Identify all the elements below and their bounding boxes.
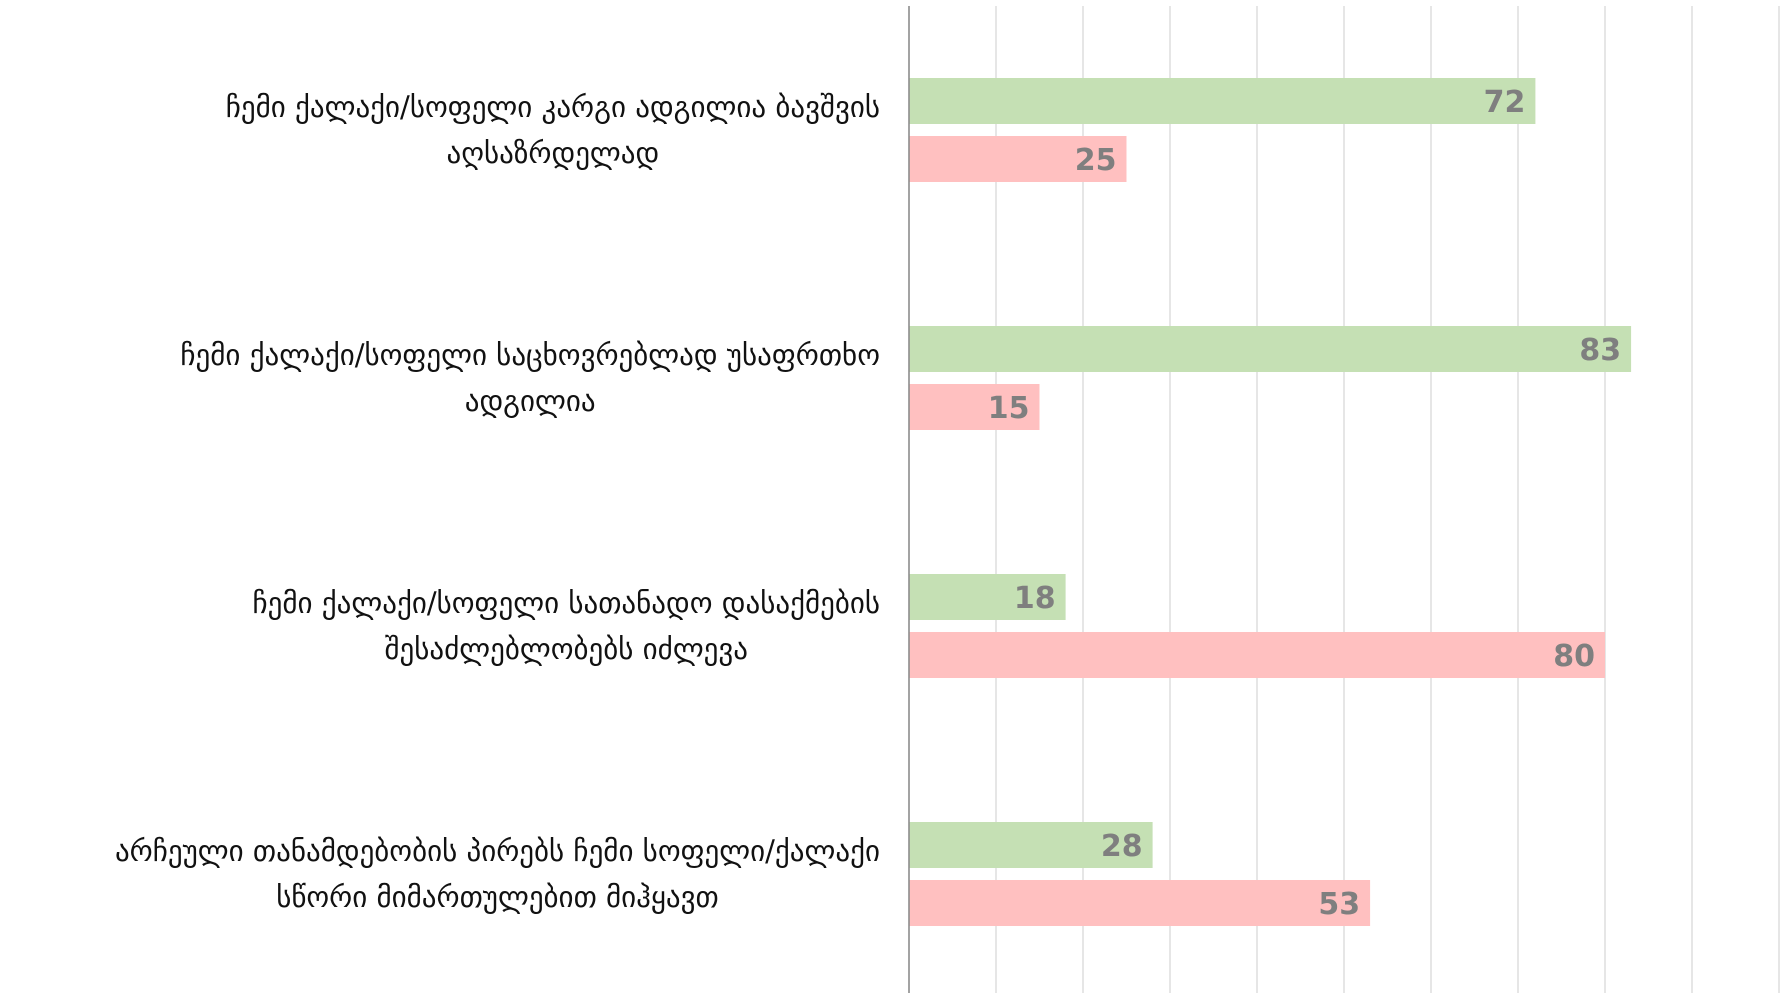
category-label: ჩემი ქალაქი/სოფელი კარგი ადგილია ბავშვის… [226, 90, 880, 170]
data-label: 18 [1014, 581, 1056, 616]
category-label-line: სწორი მიმართულებით მიჰყავთ [276, 880, 719, 914]
category-label-line: არჩეული თანამდებობის პირებს ჩემი სოფელი/… [115, 834, 880, 868]
bar [909, 326, 1632, 372]
bars [909, 78, 1632, 926]
category-label: არჩეული თანამდებობის პირებს ჩემი სოფელი/… [115, 834, 880, 914]
data-label: 83 [1579, 333, 1621, 368]
category-label: ჩემი ქალაქი/სოფელი საცხოვრებლად უსაფრთხო… [180, 338, 880, 418]
category-label-line: ჩემი ქალაქი/სოფელი სათანადო დასაქმების [253, 586, 880, 620]
category-label-line: ადგილია [465, 384, 596, 418]
category-labels: ჩემი ქალაქი/სოფელი კარგი ადგილია ბავშვის… [115, 90, 880, 914]
category-label-line: ჩემი ქალაქი/სოფელი კარგი ადგილია ბავშვის [226, 90, 880, 124]
category-label-line: შესაძლებლობებს იძლევა [385, 632, 749, 666]
category-label: ჩემი ქალაქი/სოფელი სათანადო დასაქმების შე… [253, 586, 880, 666]
data-label: 80 [1553, 639, 1595, 674]
bar [909, 136, 1127, 182]
bar [909, 822, 1153, 868]
bar [909, 632, 1605, 678]
bar [909, 574, 1066, 620]
bar [909, 78, 1536, 124]
value-labels: 72 25 83 15 18 80 28 53 [988, 85, 1621, 922]
data-label: 28 [1101, 829, 1143, 864]
category-label-line: ჩემი ქალაქი/სოფელი საცხოვრებლად უსაფრთხო [180, 338, 880, 372]
category-label-line: აღსაზრდელად [446, 136, 659, 170]
data-label: 15 [988, 391, 1030, 426]
data-label: 72 [1484, 85, 1526, 120]
data-label: 25 [1075, 143, 1117, 178]
bar [909, 880, 1371, 926]
bar [909, 384, 1040, 430]
data-label: 53 [1318, 887, 1360, 922]
